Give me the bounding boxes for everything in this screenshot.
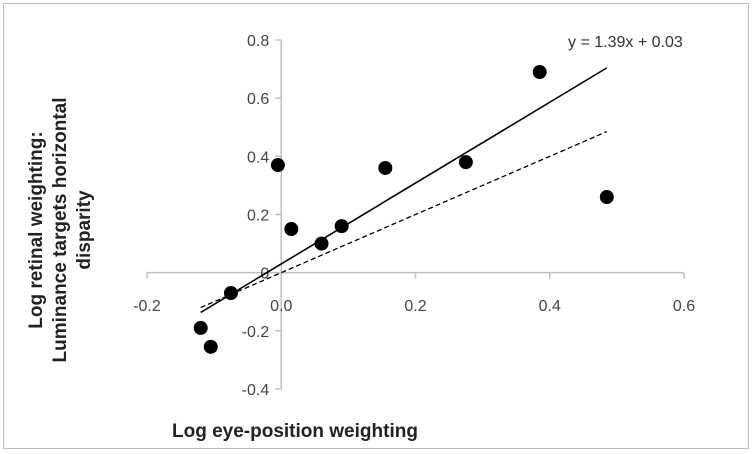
- y-tick-label: 0.6: [247, 91, 269, 108]
- fit-equation: y = 1.39x + 0.03: [568, 34, 683, 51]
- data-point: [203, 339, 218, 354]
- data-point: [532, 64, 547, 79]
- reference-line: [200, 131, 608, 309]
- data-point: [314, 236, 329, 251]
- x-tick-label: 0.2: [404, 298, 426, 315]
- y-axis-label-line: Log retinal weighting:: [26, 131, 47, 328]
- data-point: [599, 190, 614, 205]
- y-axis-label: Log retinal weighting: Luminance targets …: [26, 98, 95, 363]
- data-point: [458, 155, 473, 170]
- data-point: [284, 222, 299, 237]
- y-tick-label: -0.4: [242, 382, 270, 399]
- x-tick-label: 0.4: [539, 298, 561, 315]
- chart-frame: [3, 3, 749, 449]
- x-tick-label: 0.0: [270, 298, 292, 315]
- data-point: [270, 158, 285, 173]
- axes: [146, 39, 685, 390]
- y-axis-label-group: Log retinal weighting: Luminance targets …: [26, 98, 95, 363]
- data-point: [334, 219, 349, 234]
- data-points: [193, 64, 614, 354]
- data-point: [193, 320, 208, 335]
- y-tick-label: 0.2: [247, 208, 269, 225]
- y-tick-label: 0.8: [247, 33, 269, 50]
- y-tick-label: -0.2: [242, 324, 270, 341]
- data-point: [378, 160, 393, 175]
- x-axis-label: Log eye-position weighting: [172, 421, 418, 442]
- y-tick-labels: -0.4-0.200.20.40.60.8: [242, 33, 270, 399]
- y-tick-label: 0.4: [247, 149, 269, 166]
- y-axis-label-line: disparity: [74, 190, 95, 270]
- fit-line: [200, 67, 608, 314]
- y-axis-label-line: Luminance targets horizontal: [50, 98, 71, 363]
- x-tick-labels: -0.2 0.0 0.2 0.4 0.6: [133, 298, 695, 315]
- x-tick-label: 0.6: [673, 298, 695, 315]
- trend-lines: [200, 67, 608, 314]
- data-point: [223, 286, 238, 301]
- x-tick-label: -0.2: [133, 298, 161, 315]
